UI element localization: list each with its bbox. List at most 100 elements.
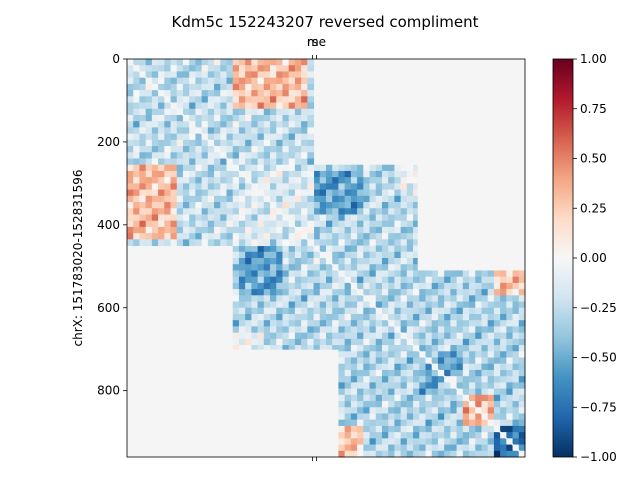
heatmap-cell <box>419 282 426 290</box>
heatmap-cell <box>363 357 371 365</box>
heatmap-cell <box>282 114 290 122</box>
heatmap-cell <box>270 146 277 153</box>
heatmap-cell <box>313 295 321 303</box>
heatmap-cell <box>127 170 134 178</box>
heatmap-cell <box>313 289 321 296</box>
heatmap-cell <box>158 71 165 79</box>
heatmap-cell <box>344 388 352 396</box>
heatmap-cell <box>288 313 296 321</box>
heatmap-cell <box>344 369 352 377</box>
heatmap-cell <box>251 146 259 153</box>
heatmap-cell <box>375 432 383 439</box>
heatmap-cell <box>270 121 277 128</box>
heatmap-cell <box>506 450 514 458</box>
heatmap-cell <box>326 170 333 178</box>
heatmap-cell <box>220 83 227 91</box>
heatmap-cell <box>425 332 433 340</box>
heatmap-cell <box>406 307 414 315</box>
heatmap-cell <box>400 326 408 334</box>
heatmap-cell <box>350 220 358 228</box>
heatmap-cell <box>512 388 520 396</box>
heatmap-cell <box>381 202 389 209</box>
heatmap-cell <box>388 295 395 303</box>
heatmap-cell <box>350 425 358 433</box>
heatmap-cell <box>270 220 277 228</box>
heatmap-cell <box>288 139 296 147</box>
heatmap-cell <box>450 332 458 340</box>
heatmap-cell <box>350 170 358 178</box>
heatmap-cell <box>232 195 240 203</box>
heatmap-cell <box>263 170 271 178</box>
heatmap-cell <box>425 382 433 390</box>
heatmap-cell <box>226 59 234 66</box>
heatmap-cell <box>456 438 464 446</box>
heatmap-cell <box>357 214 364 222</box>
heatmap-cell <box>350 233 358 240</box>
heatmap-cell <box>170 127 178 135</box>
heatmap-cell <box>450 425 458 433</box>
heatmap-cell <box>282 158 290 166</box>
heatmap-cell <box>232 245 240 253</box>
heatmap-cell <box>133 77 140 85</box>
heatmap-cell <box>220 114 227 122</box>
heatmap-cell <box>388 270 395 278</box>
heatmap-cell <box>201 170 209 178</box>
heatmap-cell <box>263 214 271 222</box>
heatmap-cell <box>338 450 346 458</box>
heatmap-cell <box>270 133 277 141</box>
heatmap-cell <box>170 239 178 247</box>
heatmap-cell <box>450 438 458 446</box>
heatmap-cell <box>251 208 259 215</box>
heatmap-cell <box>276 195 283 203</box>
heatmap-cell <box>282 226 290 234</box>
heatmap-cell <box>158 239 165 247</box>
heatmap-cell <box>270 239 277 247</box>
heatmap-cell <box>381 345 389 350</box>
heatmap-cell <box>214 59 221 66</box>
heatmap-cell <box>251 226 259 234</box>
heatmap-cell <box>400 432 408 439</box>
heatmap-cell <box>400 239 408 247</box>
heatmap-cell <box>394 320 402 327</box>
heatmap-cell <box>176 133 184 141</box>
heatmap-cell <box>139 139 147 147</box>
heatmap-cell <box>294 338 302 346</box>
heatmap-cell <box>207 59 215 66</box>
heatmap-cell <box>251 214 259 222</box>
heatmap-cell <box>512 419 520 427</box>
heatmap-cell <box>481 363 489 371</box>
heatmap-cell <box>127 65 134 72</box>
heatmap-cell <box>270 226 277 234</box>
heatmap-cell <box>257 264 265 271</box>
heatmap-cell <box>469 351 476 358</box>
heatmap-cell <box>158 139 165 147</box>
heatmap-cell <box>462 301 470 309</box>
heatmap-cell <box>444 357 451 365</box>
heatmap-cell <box>512 425 520 433</box>
heatmap-cell <box>232 102 240 110</box>
heatmap-cell <box>294 177 302 184</box>
heatmap-cell <box>518 388 526 396</box>
heatmap-cell <box>481 444 489 452</box>
heatmap-cell <box>431 413 439 421</box>
heatmap-cell <box>232 177 240 184</box>
heatmap-cell <box>232 226 240 234</box>
heatmap-cell <box>220 208 227 215</box>
heatmap-cell <box>257 326 265 334</box>
heatmap-cell <box>301 214 308 222</box>
heatmap-cell <box>357 357 364 365</box>
heatmap-cell <box>518 320 526 327</box>
heatmap-cell <box>363 258 371 265</box>
heatmap-cell <box>406 264 414 271</box>
heatmap-cell <box>475 369 482 377</box>
heatmap-cell <box>201 90 209 97</box>
heatmap-cell <box>369 407 377 414</box>
heatmap-cell <box>251 189 259 197</box>
heatmap-cell <box>375 276 383 284</box>
heatmap-cell <box>251 83 259 91</box>
heatmap-cell <box>500 376 507 383</box>
heatmap-cell <box>344 413 352 421</box>
heatmap-cell <box>375 419 383 427</box>
heatmap-cell <box>307 59 315 66</box>
heatmap-cell <box>344 270 352 278</box>
